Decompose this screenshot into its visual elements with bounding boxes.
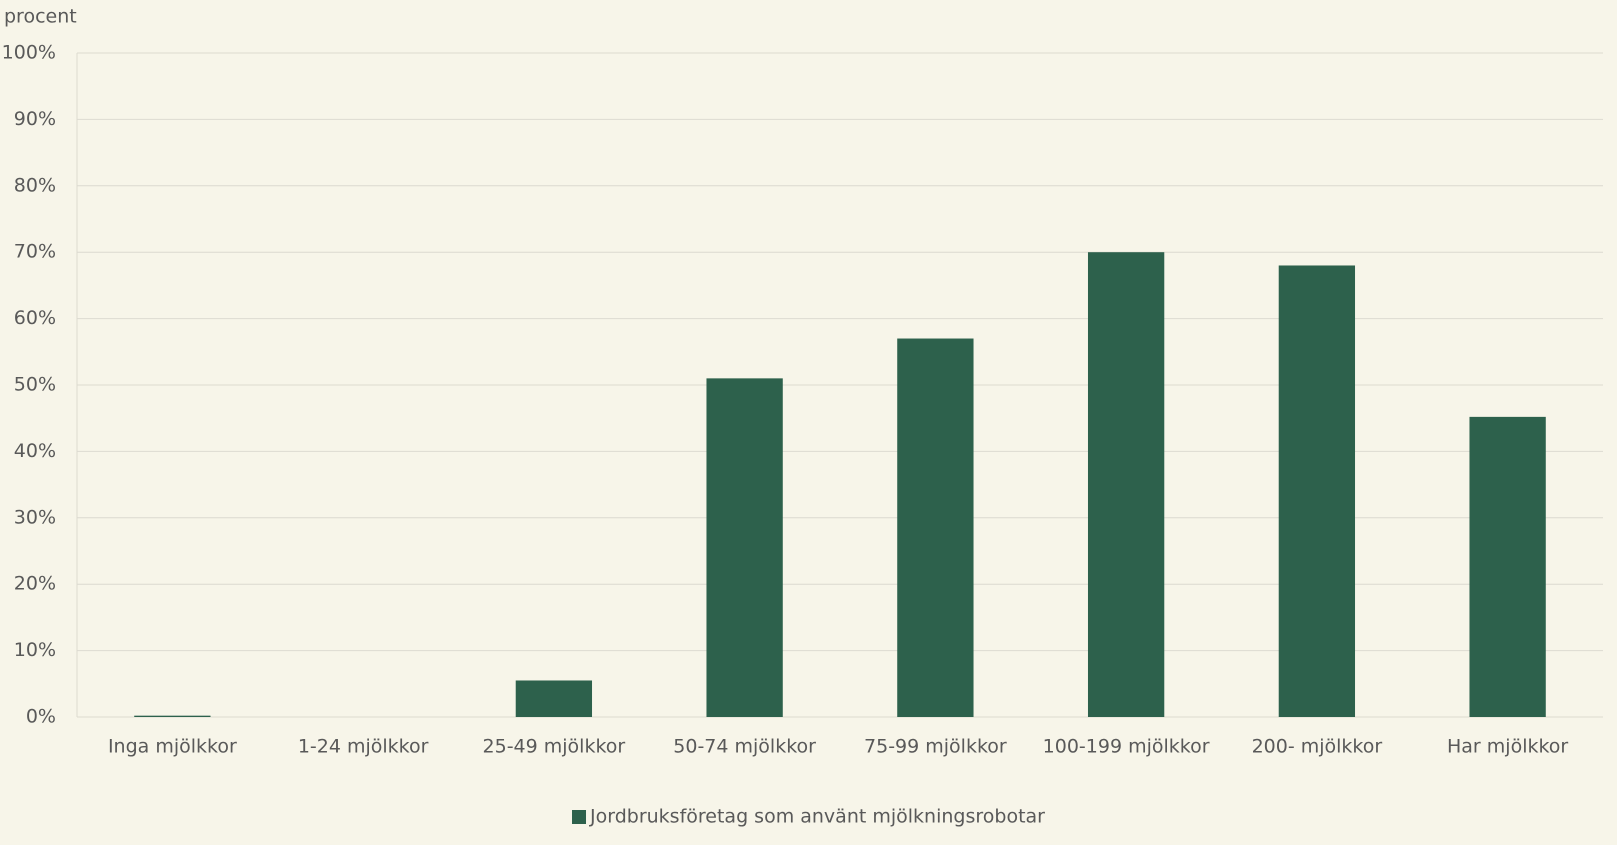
legend-label: Jordbruksföretag som använt mjölkningsro… bbox=[589, 806, 1045, 828]
y-tick-label: 100% bbox=[2, 42, 56, 64]
y-axis-label: procent bbox=[4, 6, 77, 28]
bar bbox=[515, 680, 593, 717]
x-tick-label: Inga mjölkkor bbox=[108, 736, 237, 758]
y-tick-label: 20% bbox=[14, 573, 56, 595]
y-tick-label: 0% bbox=[26, 706, 56, 728]
y-tick-label: 10% bbox=[14, 639, 56, 661]
y-tick-label: 70% bbox=[14, 241, 56, 263]
x-tick-label: Har mjölkkor bbox=[1447, 736, 1568, 758]
y-tick-label: 80% bbox=[14, 174, 56, 196]
bar bbox=[1087, 252, 1165, 717]
y-tick-label: 50% bbox=[14, 374, 56, 396]
bar bbox=[706, 378, 783, 717]
x-tick-label: 1-24 mjölkkor bbox=[298, 736, 429, 758]
x-tick-label: 50-74 mjölkkor bbox=[673, 736, 816, 758]
x-tick-label: 25-49 mjölkkor bbox=[483, 736, 626, 758]
y-tick-label: 90% bbox=[14, 108, 56, 130]
bar bbox=[1278, 265, 1356, 717]
bar bbox=[1469, 416, 1546, 717]
y-tick-label: 30% bbox=[14, 506, 56, 528]
x-tick-label: 75-99 mjölkkor bbox=[864, 736, 1007, 758]
x-tick-label: 100-199 mjölkkor bbox=[1043, 736, 1210, 758]
y-tick-label: 40% bbox=[14, 440, 56, 462]
x-tick-label: 200- mjölkkor bbox=[1252, 736, 1383, 758]
bar bbox=[897, 338, 974, 717]
legend-swatch bbox=[572, 810, 587, 824]
y-tick-label: 60% bbox=[14, 307, 56, 329]
bar bbox=[134, 715, 211, 717]
